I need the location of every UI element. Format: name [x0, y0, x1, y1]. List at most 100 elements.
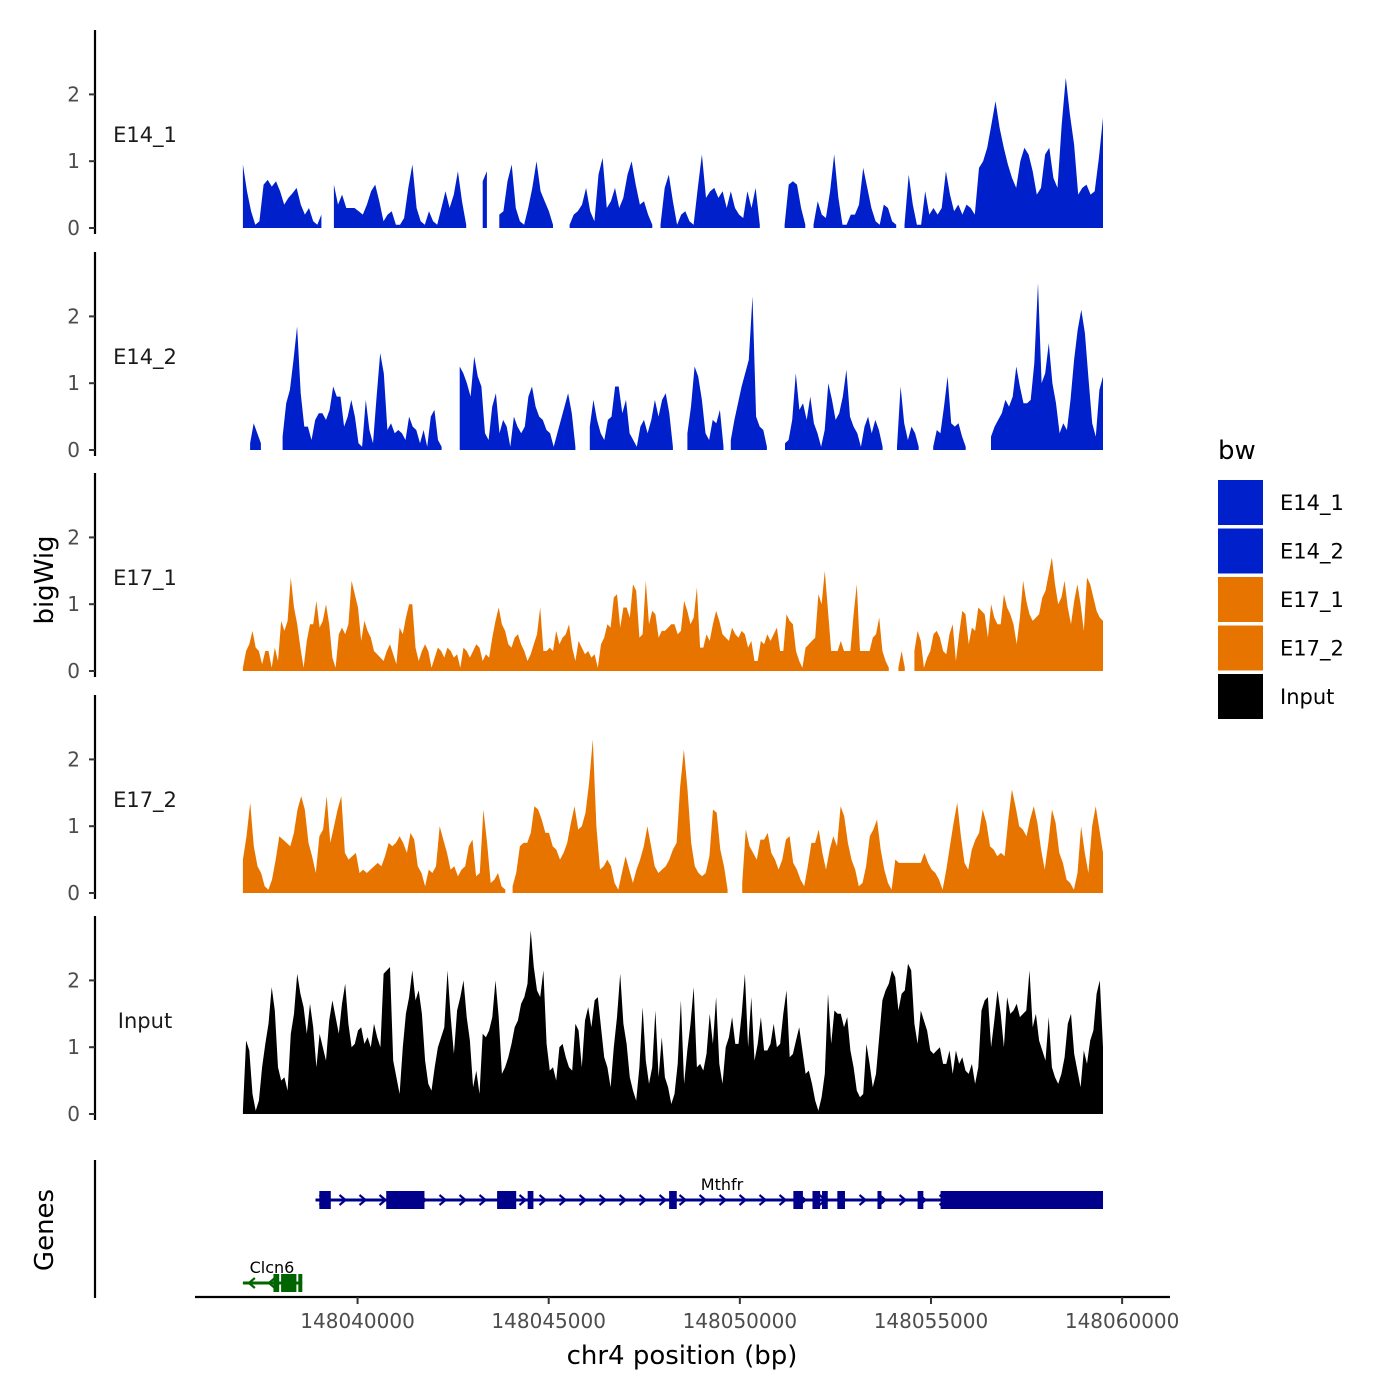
- y-tick-label: 0: [67, 216, 80, 240]
- legend-swatch: [1218, 480, 1263, 525]
- x-axis-title: chr4 position (bp): [567, 1341, 798, 1371]
- signal-area: [242, 796, 506, 893]
- signal-area: [933, 376, 966, 450]
- strand-arrow: [598, 1194, 608, 1206]
- strand-arrow: [538, 1194, 548, 1206]
- y-tick-label: 2: [67, 747, 80, 771]
- signal-area: [499, 161, 553, 228]
- y-tick-label: 2: [67, 525, 80, 549]
- y-tick-label: 2: [67, 82, 80, 106]
- x-axis: 148040000 148045000 148050000 148055000 1480…: [195, 1295, 1180, 1333]
- track-e14-1: 0 1 2 E14_1: [67, 30, 1103, 240]
- exon: [386, 1191, 425, 1209]
- track-label: E14_1: [113, 123, 177, 148]
- strand-arrow: [518, 1194, 528, 1206]
- legend-swatch: [1218, 528, 1263, 574]
- x-tick-label: 148060000: [1065, 1309, 1180, 1333]
- exon: [917, 1191, 924, 1209]
- legend-label: Input: [1280, 685, 1334, 709]
- track-input: 0 1 2 Input: [67, 916, 1103, 1126]
- signal-area: [742, 789, 1103, 893]
- y-tick-label: 0: [67, 659, 80, 683]
- y-tick-label: 0: [67, 881, 80, 905]
- strand-arrow: [247, 1277, 256, 1289]
- legend-label: E14_1: [1280, 491, 1344, 516]
- strand-arrow: [338, 1194, 348, 1206]
- y-tick-label: 2: [67, 968, 80, 992]
- strand-arrow: [898, 1194, 908, 1206]
- bigwig-tracks: 0 1 2 E14_1 0 1 2 E14_2 0 1 2 E17_1 0 1 2 E17_2 0 1 2 Input: [67, 30, 1103, 1126]
- signal-area: [242, 164, 322, 228]
- y-tick-label: 0: [67, 438, 80, 462]
- strand-arrow: [438, 1194, 448, 1206]
- signal-area: [242, 570, 889, 671]
- strand-arrow: [578, 1194, 588, 1206]
- strand-arrow: [678, 1194, 688, 1206]
- strand-arrow: [698, 1194, 708, 1206]
- exon: [527, 1191, 534, 1209]
- exon: [940, 1191, 1104, 1209]
- exon: [669, 1191, 677, 1209]
- signal-area: [589, 386, 673, 450]
- strand-arrow: [738, 1194, 748, 1206]
- strand-arrow: [358, 1194, 368, 1206]
- track-e17-1: 0 1 2 E17_1: [67, 473, 1103, 683]
- genes-axis-title: Genes: [30, 1189, 60, 1271]
- gene-track: Mthfr Clcn6: [93, 1160, 1104, 1298]
- strand-arrow: [478, 1194, 488, 1206]
- legend-label: E14_2: [1280, 540, 1344, 565]
- exon: [273, 1274, 280, 1292]
- strand-arrow: [758, 1194, 768, 1206]
- y-tick-label: 1: [67, 371, 80, 395]
- y-axis-title: bigWig: [30, 535, 60, 624]
- signal-area: [813, 154, 897, 228]
- gene-clcn6: Clcn6: [242, 1258, 303, 1292]
- strand-arrow: [638, 1194, 648, 1206]
- x-tick-label: 148050000: [683, 1309, 798, 1333]
- signal-area: [687, 366, 724, 450]
- track-label: E17_2: [113, 788, 177, 813]
- signal-area: [897, 386, 919, 450]
- gene-mthfr: Mthfr: [315, 1175, 1104, 1209]
- exon: [793, 1191, 803, 1209]
- x-tick-label: 148045000: [491, 1309, 606, 1333]
- track-e14-2: 0 1 2 E14_2: [67, 252, 1103, 462]
- strand-arrow: [267, 1277, 276, 1289]
- signal-area: [991, 283, 1103, 450]
- signal-area: [242, 930, 1103, 1114]
- exon: [837, 1191, 845, 1209]
- signal-area: [569, 157, 653, 228]
- signal-area: [250, 423, 261, 450]
- signal-area: [898, 651, 905, 671]
- exon: [822, 1191, 828, 1209]
- signal-area: [333, 164, 467, 228]
- signal-area: [785, 369, 883, 450]
- signal-area: [512, 739, 728, 893]
- strand-arrow: [718, 1194, 728, 1206]
- x-tick-label: 148055000: [874, 1309, 989, 1333]
- signal-area: [482, 171, 487, 228]
- strand-arrow: [558, 1194, 568, 1206]
- signal-area: [660, 154, 760, 228]
- strand-arrow: [618, 1194, 628, 1206]
- strand-arrow: [458, 1194, 468, 1206]
- exon: [497, 1191, 517, 1209]
- strand-arrow: [858, 1194, 868, 1206]
- legend-label: E17_2: [1280, 637, 1344, 662]
- y-tick-label: 1: [67, 149, 80, 173]
- legend-swatch: [1218, 577, 1263, 622]
- y-tick-label: 1: [67, 592, 80, 616]
- y-tick-label: 1: [67, 1035, 80, 1059]
- track-label: E14_2: [113, 345, 177, 370]
- signal-area: [904, 77, 1103, 228]
- y-tick-label: 1: [67, 814, 80, 838]
- signal-area: [730, 296, 767, 450]
- exon: [281, 1274, 297, 1292]
- strand-arrow: [878, 1194, 888, 1206]
- signal-area: [459, 356, 576, 450]
- legend-swatch: [1218, 625, 1263, 671]
- track-e17-2: 0 1 2 E17_2: [67, 695, 1103, 905]
- strand-arrow: [778, 1194, 788, 1206]
- strand-arrow: [378, 1194, 388, 1206]
